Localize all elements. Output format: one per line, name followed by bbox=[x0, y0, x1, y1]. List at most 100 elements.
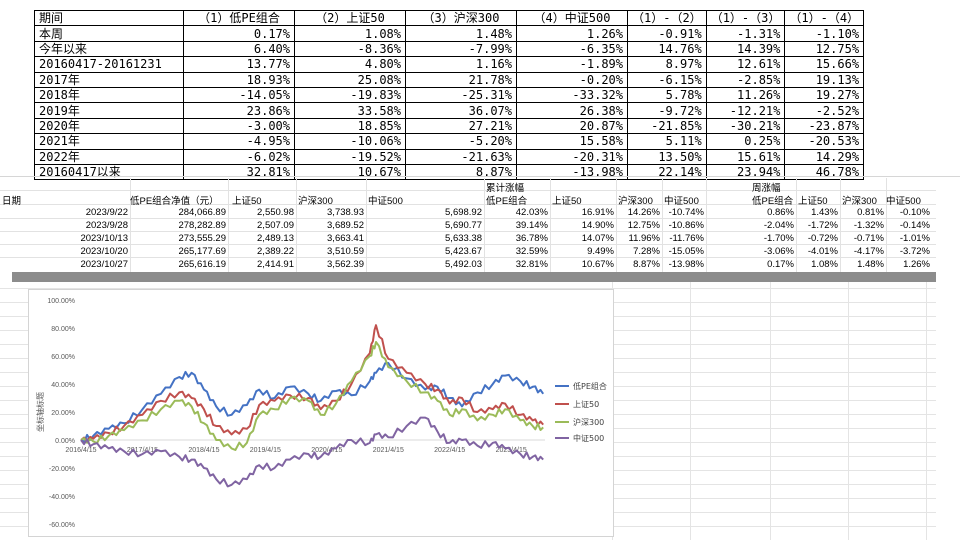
data-cell[interactable]: 3,663.41 bbox=[327, 233, 364, 244]
data-cell[interactable]: 5,423.67 bbox=[445, 246, 482, 257]
value-cell[interactable]: 15.66% bbox=[784, 56, 865, 73]
value-cell[interactable]: -12.21% bbox=[705, 102, 786, 119]
value-cell[interactable]: -7.99% bbox=[405, 40, 517, 58]
value-cell[interactable]: （1）-（2） bbox=[627, 9, 707, 27]
value-cell[interactable]: -6.15% bbox=[627, 71, 707, 88]
date-cell[interactable]: 2023/10/20 bbox=[80, 246, 128, 257]
data-cell[interactable]: -0.10% bbox=[899, 207, 930, 218]
data-cell[interactable]: 3,689.52 bbox=[327, 220, 364, 231]
value-cell[interactable]: -21.63% bbox=[405, 148, 517, 165]
column-header[interactable]: 低PE组合 bbox=[486, 196, 528, 207]
value-cell[interactable]: 1.26% bbox=[516, 25, 628, 42]
data-cell[interactable]: 39.14% bbox=[515, 220, 548, 231]
column-header[interactable]: 低PE组合净值（元） bbox=[130, 196, 219, 207]
value-cell[interactable]: -4.95% bbox=[183, 133, 295, 150]
date-cell[interactable]: 2023/10/13 bbox=[80, 233, 128, 244]
data-cell[interactable]: -3.72% bbox=[899, 246, 930, 257]
data-cell[interactable]: 10.67% bbox=[581, 259, 614, 270]
value-cell[interactable]: -1.10% bbox=[784, 25, 865, 42]
value-cell[interactable]: 33.58% bbox=[294, 102, 406, 119]
value-cell[interactable]: （4）中证500 bbox=[516, 9, 628, 27]
value-cell[interactable]: 18.93% bbox=[183, 71, 295, 88]
data-cell[interactable]: 5,633.38 bbox=[445, 233, 482, 244]
period-cell[interactable]: 2018年 bbox=[34, 86, 184, 104]
date-cell[interactable]: 2023/9/28 bbox=[85, 220, 128, 231]
value-cell[interactable]: -1.31% bbox=[705, 25, 786, 42]
data-cell[interactable]: 14.07% bbox=[581, 233, 614, 244]
value-cell[interactable]: -6.02% bbox=[183, 148, 295, 165]
data-cell[interactable]: 32.81% bbox=[515, 259, 548, 270]
value-cell[interactable]: 13.50% bbox=[627, 148, 707, 165]
value-cell[interactable]: -20.31% bbox=[516, 148, 628, 165]
value-cell[interactable]: -20.53% bbox=[784, 133, 865, 150]
value-cell[interactable]: -6.35% bbox=[516, 40, 628, 58]
period-cell[interactable]: 20160417-20161231 bbox=[34, 56, 184, 73]
value-cell[interactable]: （2）上证50 bbox=[294, 9, 406, 27]
data-cell[interactable]: 2,489.13 bbox=[257, 233, 294, 244]
data-cell[interactable]: -15.05% bbox=[668, 246, 704, 257]
data-cell[interactable]: -4.17% bbox=[853, 246, 884, 257]
value-cell[interactable]: 15.58% bbox=[516, 133, 628, 150]
period-cell[interactable]: 2022年 bbox=[34, 148, 184, 165]
value-cell[interactable]: 18.85% bbox=[294, 117, 406, 135]
period-cell[interactable]: 2017年 bbox=[34, 71, 184, 88]
date-cell[interactable]: 2023/9/22 bbox=[85, 207, 128, 218]
value-cell[interactable]: 23.86% bbox=[183, 102, 295, 119]
data-cell[interactable]: 0.86% bbox=[767, 207, 794, 218]
column-header[interactable]: 中证500 bbox=[664, 196, 699, 207]
value-cell[interactable]: -0.20% bbox=[516, 71, 628, 88]
data-cell[interactable]: 42.03% bbox=[515, 207, 548, 218]
data-cell[interactable]: 3,562.39 bbox=[327, 259, 364, 270]
period-cell[interactable]: 期间 bbox=[34, 9, 184, 27]
data-cell[interactable]: 2,389.22 bbox=[257, 246, 294, 257]
value-cell[interactable]: 14.76% bbox=[627, 40, 707, 58]
data-cell[interactable]: 32.59% bbox=[515, 246, 548, 257]
value-cell[interactable]: -30.21% bbox=[705, 117, 786, 135]
value-cell[interactable]: -2.85% bbox=[705, 71, 786, 88]
data-cell[interactable]: 1.48% bbox=[857, 259, 884, 270]
period-cell[interactable]: 本周 bbox=[34, 25, 184, 42]
data-cell[interactable]: 2,507.09 bbox=[257, 220, 294, 231]
data-cell[interactable]: 0.17% bbox=[767, 259, 794, 270]
value-cell[interactable]: 25.08% bbox=[294, 71, 406, 88]
value-cell[interactable]: 6.40% bbox=[183, 40, 295, 58]
value-cell[interactable]: 12.75% bbox=[784, 40, 865, 58]
data-cell[interactable]: 5,690.77 bbox=[445, 220, 482, 231]
data-cell[interactable]: -0.71% bbox=[853, 233, 884, 244]
value-cell[interactable]: 36.07% bbox=[405, 102, 517, 119]
value-cell[interactable]: 5.11% bbox=[627, 133, 707, 150]
data-cell[interactable]: 0.81% bbox=[857, 207, 884, 218]
period-cell[interactable]: 2021年 bbox=[34, 133, 184, 150]
date-cell[interactable]: 2023/10/27 bbox=[80, 259, 128, 270]
value-cell[interactable]: 5.78% bbox=[627, 86, 707, 104]
data-cell[interactable]: 12.75% bbox=[627, 220, 660, 231]
value-cell[interactable]: 14.39% bbox=[705, 40, 786, 58]
value-cell[interactable]: 19.27% bbox=[784, 86, 865, 104]
value-cell[interactable]: 0.17% bbox=[183, 25, 295, 42]
data-cell[interactable]: -0.14% bbox=[899, 220, 930, 231]
data-cell[interactable]: 1.08% bbox=[811, 259, 838, 270]
data-cell[interactable]: 5,698.92 bbox=[445, 207, 482, 218]
data-cell[interactable]: 273,555.29 bbox=[178, 233, 226, 244]
data-cell[interactable]: -1.70% bbox=[763, 233, 794, 244]
value-cell[interactable]: 13.77% bbox=[183, 56, 295, 73]
data-cell[interactable]: -4.01% bbox=[807, 246, 838, 257]
value-cell[interactable]: 12.61% bbox=[705, 56, 786, 73]
value-cell[interactable]: （1）-（4） bbox=[784, 9, 865, 27]
column-header[interactable]: 上证50 bbox=[232, 196, 262, 207]
data-cell[interactable]: 2,550.98 bbox=[257, 207, 294, 218]
data-cell[interactable]: 3,510.59 bbox=[327, 246, 364, 257]
value-cell[interactable]: 21.78% bbox=[405, 71, 517, 88]
data-cell[interactable]: -10.74% bbox=[668, 207, 704, 218]
data-cell[interactable]: -13.98% bbox=[668, 259, 704, 270]
data-cell[interactable]: 14.26% bbox=[627, 207, 660, 218]
value-cell[interactable]: -5.20% bbox=[405, 133, 517, 150]
column-header[interactable]: 沪深300 bbox=[842, 196, 877, 207]
data-cell[interactable]: -3.06% bbox=[763, 246, 794, 257]
value-cell[interactable]: 4.80% bbox=[294, 56, 406, 73]
column-header[interactable]: 沪深300 bbox=[298, 196, 333, 207]
data-cell[interactable]: -0.72% bbox=[807, 233, 838, 244]
column-header[interactable]: 上证50 bbox=[798, 196, 828, 207]
data-cell[interactable]: 1.43% bbox=[811, 207, 838, 218]
period-cell[interactable]: 2019年 bbox=[34, 102, 184, 119]
